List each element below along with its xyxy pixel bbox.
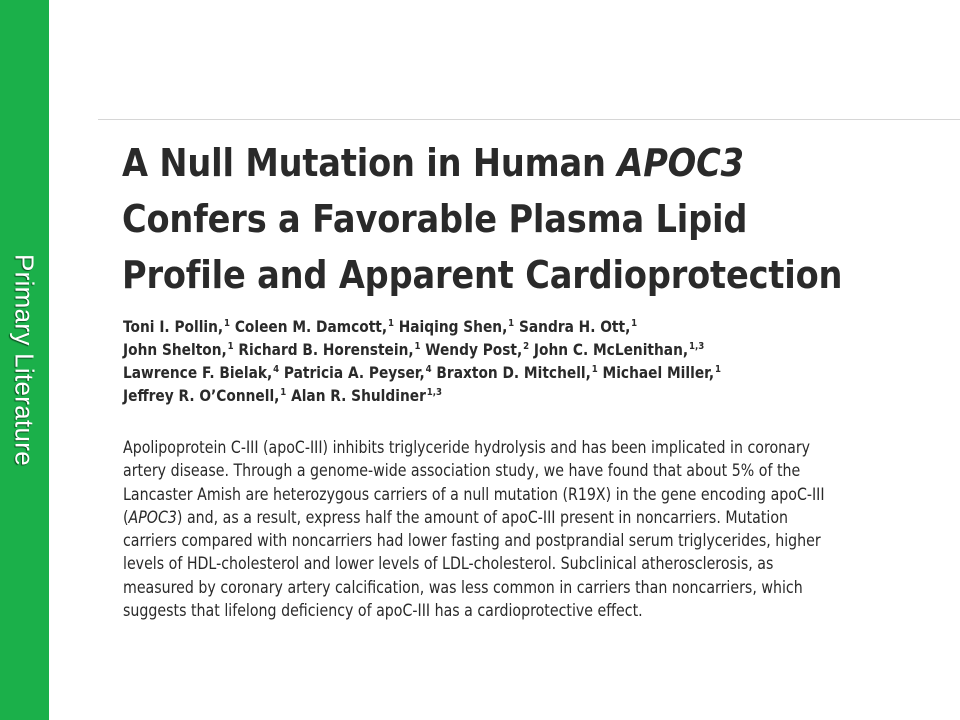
author-name: Richard B. Horenstein, xyxy=(238,340,414,359)
author-line: Jeffrey R. O’Connell,1 Alan R. Shuldiner… xyxy=(123,384,828,407)
author-name: Haiqing Shen, xyxy=(398,317,508,336)
author-name: Wendy Post, xyxy=(425,340,523,359)
author-name: Toni I. Pollin, xyxy=(123,317,224,336)
author-affiliation: 1 xyxy=(715,364,722,375)
author-name: Michael Miller, xyxy=(602,363,715,382)
abstract-gene-name: APOC3 xyxy=(128,507,177,527)
author-list: Toni I. Pollin,1 Coleen M. Damcott,1 Hai… xyxy=(123,315,828,407)
author-name: Sandra H. Ott, xyxy=(518,317,631,336)
sidebar-label: Primary Literature xyxy=(9,253,40,467)
author-line: Lawrence F. Bielak,4 Patricia A. Peyser,… xyxy=(123,361,828,384)
author-affiliation: 1 xyxy=(227,341,234,352)
abstract-line: Apolipoprotein C-III (apoC-III) inhibits… xyxy=(123,438,811,457)
title-line-3: Profile and Apparent Cardioprotection xyxy=(122,253,843,297)
author-affiliation: 1 xyxy=(280,387,287,398)
abstract-line: Lancaster Amish are heterozygous carrier… xyxy=(123,484,825,504)
author-affiliation: 1 xyxy=(508,318,515,329)
author-name: Braxton D. Mitchell, xyxy=(436,363,591,382)
abstract-line: suggests that lifelong deficiency of apo… xyxy=(123,601,643,621)
abstract-line: (APOC3) and, as a result, express half t… xyxy=(123,506,897,529)
header-divider xyxy=(98,119,960,120)
author-affiliation: 4 xyxy=(425,364,432,375)
author-affiliation: 1,3 xyxy=(688,341,705,352)
abstract-line: carriers compared with noncarriers had l… xyxy=(123,531,821,551)
author-affiliation: 1 xyxy=(414,341,421,352)
author-name: Coleen M. Damcott, xyxy=(234,317,388,336)
sidebar-band: Primary Literature xyxy=(0,0,49,720)
author-affiliation: 2 xyxy=(523,341,530,352)
author-line: John Shelton,1 Richard B. Horenstein,1 W… xyxy=(123,338,828,361)
author-name: Patricia A. Peyser, xyxy=(283,363,425,382)
article-title: A Null Mutation in Human APOC3 Confers a… xyxy=(122,135,848,303)
author-name: Alan R. Shuldiner xyxy=(291,386,426,405)
abstract-line: levels of HDL-cholesterol and lower leve… xyxy=(123,554,774,574)
author-affiliation: 1,3 xyxy=(426,387,442,398)
author-affiliation: 4 xyxy=(273,364,280,375)
author-name: Jeffrey R. O’Connell, xyxy=(123,386,280,405)
title-gene-name: APOC3 xyxy=(617,141,744,185)
title-line-2: Confers a Favorable Plasma Lipid xyxy=(122,197,748,241)
author-name: John C. McLenithan, xyxy=(533,340,689,359)
title-line-1: A Null Mutation in Human APOC3 xyxy=(122,135,848,191)
author-name: Lawrence F. Bielak, xyxy=(123,363,273,382)
abstract-text: ) and, as a result, express half the amo… xyxy=(176,507,789,527)
author-line: Toni I. Pollin,1 Coleen M. Damcott,1 Hai… xyxy=(123,315,828,338)
title-line-1-text: A Null Mutation in Human xyxy=(122,141,618,185)
abstract-line: measured by coronary artery calcificatio… xyxy=(123,577,803,597)
author-affiliation: 1 xyxy=(387,318,394,329)
abstract-text: ( xyxy=(123,507,129,527)
author-affiliation: 1 xyxy=(224,318,231,329)
author-name: John Shelton, xyxy=(123,340,227,359)
abstract: Apolipoprotein C-III (apoC-III) inhibits… xyxy=(123,436,897,622)
author-affiliation: 1 xyxy=(631,318,638,329)
abstract-line: artery disease. Through a genome-wide as… xyxy=(123,461,801,481)
author-affiliation: 1 xyxy=(591,364,598,375)
